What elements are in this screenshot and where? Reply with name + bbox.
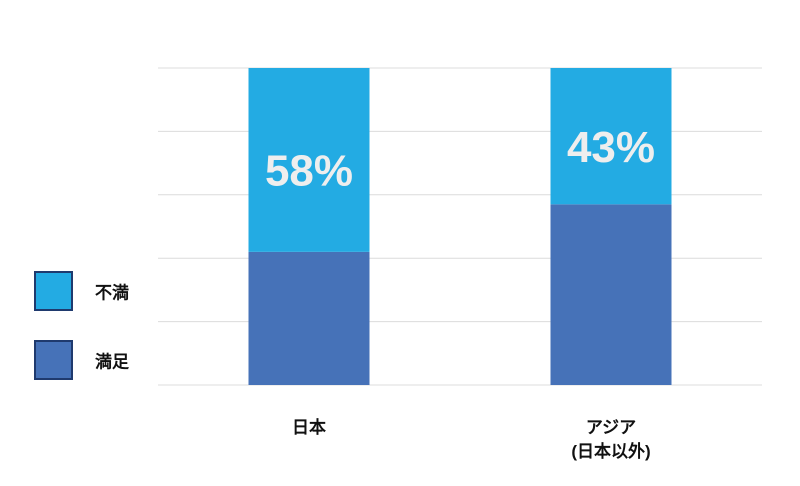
bar-segment bbox=[248, 251, 370, 385]
data-label: 58% bbox=[265, 147, 353, 196]
bar-segment bbox=[248, 68, 370, 252]
x-tick-label: アジア (日本以外) bbox=[571, 418, 651, 461]
legend-label: 満足 bbox=[95, 351, 129, 371]
legend-swatch bbox=[34, 271, 73, 311]
legend-swatch bbox=[34, 340, 73, 380]
legend-label: 不満 bbox=[95, 282, 129, 302]
bar-segment bbox=[550, 204, 672, 385]
data-label: 43% bbox=[567, 123, 655, 172]
x-tick-label: 日本 bbox=[292, 418, 326, 437]
bar-segment bbox=[550, 68, 672, 205]
